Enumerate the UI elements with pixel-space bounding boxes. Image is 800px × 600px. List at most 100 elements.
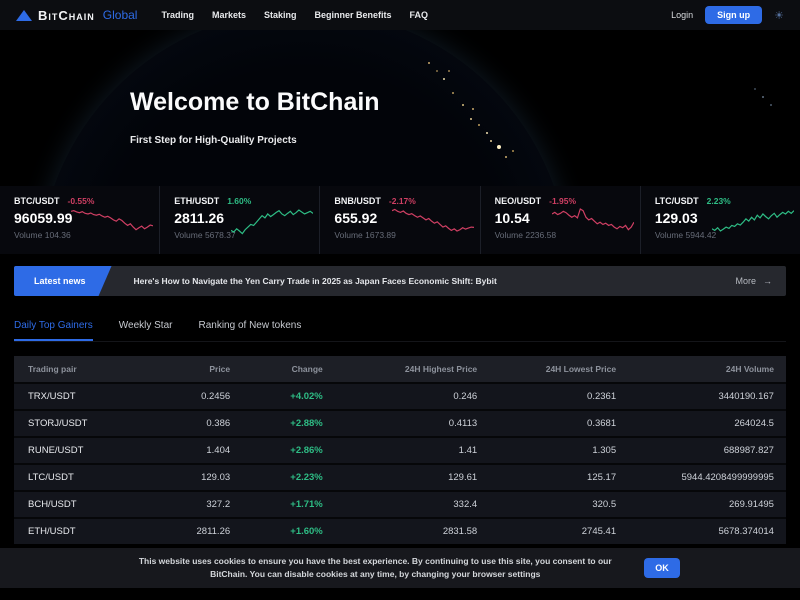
main-nav: Trading Markets Staking Beginner Benefit… <box>161 10 428 20</box>
table-header-row: Trading pair Price Change 24H Highest Pr… <box>14 356 786 382</box>
eth-sparkline-chart <box>231 202 313 238</box>
news-more-link[interactable]: More → <box>735 276 786 286</box>
cell-high: 0.246 <box>453 391 478 402</box>
ticker-change: 1.60% <box>227 196 252 206</box>
cell-change: +2.23% <box>290 472 323 483</box>
cell-pair: BCH/USDT <box>28 499 77 510</box>
ticker-volume: Volume 5678.37 <box>174 230 236 240</box>
cell-change: +1.71% <box>290 499 323 510</box>
ticker-change: -0.55% <box>67 196 95 206</box>
cell-price: 129.03 <box>201 472 231 483</box>
hero-subtitle: First Step for High-Quality Projects <box>130 135 297 146</box>
table-row-storj-usdt[interactable]: STORJ/USDT 0.386 +2.88% 0.4113 0.3681 26… <box>14 409 786 436</box>
city-lights-decoration <box>0 30 2 32</box>
cell-price: 0.2456 <box>201 391 231 402</box>
col-24h-volume[interactable]: 24H Volume <box>725 364 774 374</box>
cell-volume: 5678.374014 <box>718 526 774 537</box>
table-row-bch-usdt[interactable]: BCH/USDT 327.2 +1.71% 332.4 320.5 269.91… <box>14 490 786 517</box>
nav-item-markets[interactable]: Markets <box>211 10 247 20</box>
cell-pair: LTC/USDT <box>28 472 74 483</box>
theme-toggle-sun-icon[interactable]: ☀ <box>774 9 784 22</box>
table-row-eth-usdt[interactable]: ETH/USDT 2811.26 +1.60% 2831.58 2745.41 … <box>14 517 786 544</box>
ticker-volume: Volume 1673.89 <box>334 230 396 240</box>
news-headline[interactable]: Here's How to Navigate the Yen Carry Tra… <box>133 276 497 286</box>
nav-item-beginner-benefits[interactable]: Beginner Benefits <box>314 10 392 20</box>
ltc-sparkline-chart <box>712 202 794 238</box>
cell-low: 0.2361 <box>587 391 617 402</box>
tab-daily-top-gainers[interactable]: Daily Top Gainers <box>14 320 93 341</box>
ticker-price: 129.03 <box>654 210 698 226</box>
cell-change: +4.02% <box>290 391 323 402</box>
col-24h-highest[interactable]: 24H Highest Price <box>404 364 478 374</box>
cell-price: 1.404 <box>206 445 231 456</box>
cell-volume: 264024.5 <box>734 418 774 429</box>
latest-news-badge[interactable]: Latest news <box>14 266 112 296</box>
cell-high: 332.4 <box>453 499 478 510</box>
col-24h-lowest[interactable]: 24H Lowest Price <box>545 364 617 374</box>
cell-change: +1.60% <box>290 526 323 537</box>
ticker-volume: Volume 104.36 <box>14 230 71 240</box>
ticker-price: 96059.99 <box>14 210 73 226</box>
cookie-message: This website uses cookies to ensure you … <box>138 556 612 580</box>
market-tabs: Daily Top Gainers Weekly Star Ranking of… <box>14 320 786 342</box>
cell-pair: TRX/USDT <box>28 391 76 402</box>
ticker-pair: ETH/USDT <box>174 196 220 206</box>
ticker-strip: BTC/USDT -0.55% 96059.99 Volume 104.36 E… <box>0 186 800 254</box>
ticker-price: 655.92 <box>334 210 378 226</box>
ticker-pair: BNB/USDT <box>334 196 381 206</box>
col-change[interactable]: Change <box>291 364 323 374</box>
nav-item-faq[interactable]: FAQ <box>409 10 429 20</box>
cell-volume: 688987.827 <box>723 445 774 456</box>
hero-banner: Welcome to BitChain First Step for High-… <box>0 30 800 186</box>
cell-high: 1.41 <box>458 445 478 456</box>
cookie-consent-bar: This website uses cookies to ensure you … <box>0 548 800 589</box>
cell-high: 0.4113 <box>448 418 478 429</box>
ticker-change: 2.23% <box>706 196 731 206</box>
col-trading-pair[interactable]: Trading pair <box>28 364 77 374</box>
tab-weekly-star[interactable]: Weekly Star <box>118 320 173 331</box>
ticker-bnb-usdt[interactable]: BNB/USDT -2.17% 655.92 Volume 1673.89 <box>320 186 481 254</box>
ticker-change: -2.17% <box>388 196 416 206</box>
cell-volume: 269.91495 <box>729 499 774 510</box>
signup-button[interactable]: Sign up <box>705 6 763 24</box>
ticker-pair: LTC/USDT <box>654 196 699 206</box>
cell-volume: 5944.4208499999995 <box>681 472 774 483</box>
ticker-ltc-usdt[interactable]: LTC/USDT 2.23% 129.03 Volume 5944.42 <box>641 186 800 254</box>
mountain-logo-icon <box>16 9 32 21</box>
ticker-price: 10.54 <box>494 210 530 226</box>
brand-suffix: Global <box>102 8 138 22</box>
col-price[interactable]: Price <box>209 364 231 374</box>
ticker-volume: Volume 5944.42 <box>654 230 717 240</box>
login-link[interactable]: Login <box>671 10 694 20</box>
ticker-price: 2811.26 <box>174 210 225 226</box>
bnb-sparkline-chart <box>392 202 474 238</box>
table-row-trx-usdt[interactable]: TRX/USDT 0.2456 +4.02% 0.246 0.2361 3440… <box>14 382 786 409</box>
tab-ranking-of-new-tokens[interactable]: Ranking of New tokens <box>198 320 302 331</box>
cell-price: 2811.26 <box>196 526 231 537</box>
ticker-change: -1.95% <box>549 196 577 206</box>
top-navigation-bar: BitChain Global Trading Markets Staking … <box>0 0 800 30</box>
market-table: Trading pair Price Change 24H Highest Pr… <box>14 356 786 544</box>
btc-sparkline-chart <box>71 202 153 238</box>
ticker-neo-usdt[interactable]: NEO/USDT -1.95% 10.54 Volume 2236.58 <box>481 186 641 254</box>
ticker-eth-usdt[interactable]: ETH/USDT 1.60% 2811.26 Volume 5678.37 <box>160 186 321 254</box>
cell-change: +2.88% <box>290 418 323 429</box>
table-row-rune-usdt[interactable]: RUNE/USDT 1.404 +2.86% 1.41 1.305 688987… <box>14 436 786 463</box>
ticker-pair: NEO/USDT <box>494 196 542 206</box>
cell-high: 129.61 <box>448 472 478 483</box>
cookie-ok-button[interactable]: OK <box>644 558 680 579</box>
nav-item-staking[interactable]: Staking <box>264 10 297 20</box>
ticker-volume: Volume 2236.58 <box>494 230 557 240</box>
brand-logo[interactable]: BitChain Global <box>16 8 137 23</box>
hero-copy: Welcome to BitChain First Step for High-… <box>130 88 380 146</box>
cell-low: 320.5 <box>592 499 617 510</box>
more-label: More <box>735 276 756 286</box>
cell-low: 125.17 <box>587 472 617 483</box>
cell-low: 0.3681 <box>587 418 617 429</box>
nav-item-trading[interactable]: Trading <box>161 10 194 20</box>
ticker-btc-usdt[interactable]: BTC/USDT -0.55% 96059.99 Volume 104.36 <box>0 186 161 254</box>
cell-pair: ETH/USDT <box>28 526 76 537</box>
table-row-ltc-usdt[interactable]: LTC/USDT 129.03 +2.23% 129.61 125.17 594… <box>14 463 786 490</box>
neo-sparkline-chart <box>552 202 634 238</box>
cell-price: 327.2 <box>206 499 231 510</box>
